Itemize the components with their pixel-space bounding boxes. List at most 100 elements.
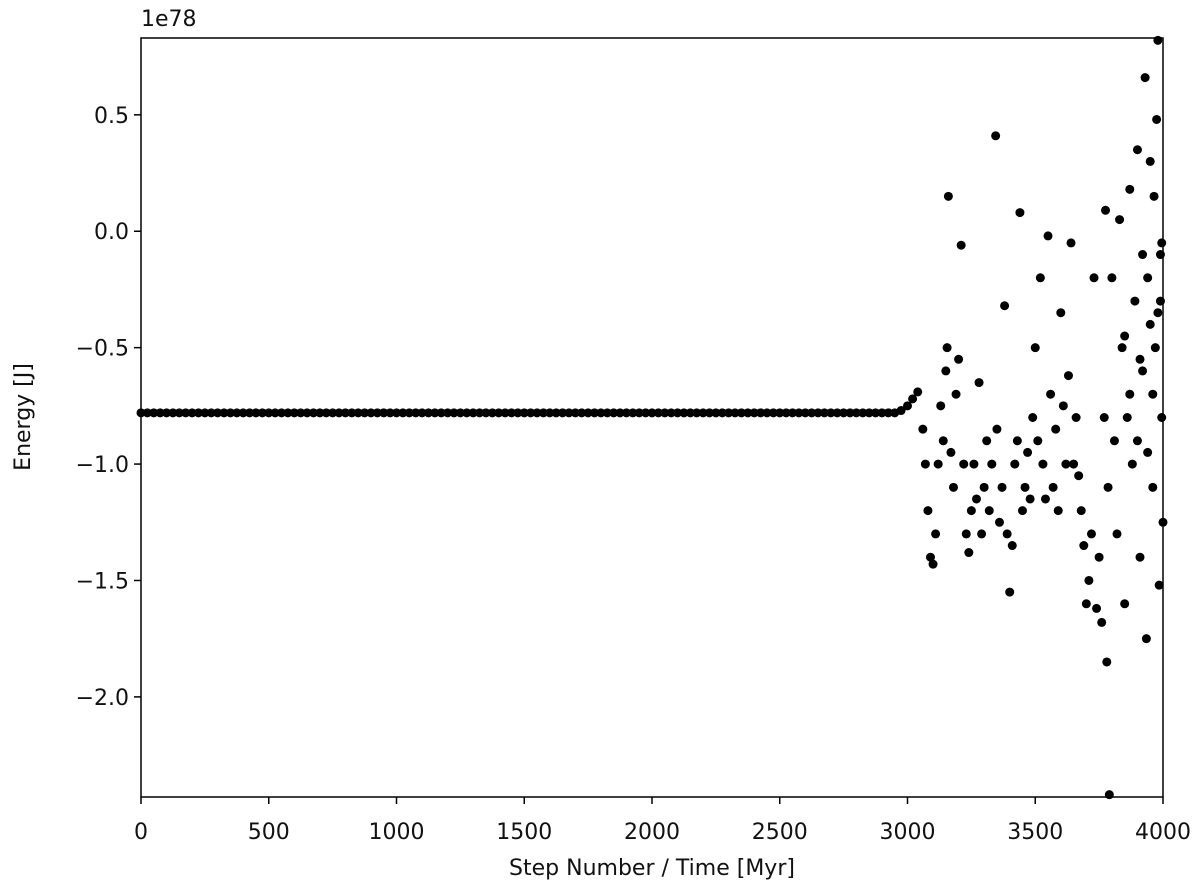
- point: [1157, 413, 1167, 422]
- point: [813, 408, 823, 418]
- point: [877, 408, 887, 418]
- point: [379, 408, 389, 418]
- point: [992, 424, 1002, 434]
- point: [270, 408, 280, 418]
- x-tick-label: 1500: [496, 820, 552, 845]
- point: [519, 408, 529, 418]
- point: [1135, 354, 1145, 364]
- point: [1097, 617, 1107, 627]
- point: [679, 408, 689, 418]
- point: [366, 408, 376, 418]
- point: [1086, 529, 1096, 539]
- point: [1122, 413, 1132, 422]
- point: [328, 408, 338, 418]
- point: [200, 408, 210, 418]
- point: [1061, 459, 1071, 469]
- x-tick-label: 2500: [752, 820, 808, 845]
- x-tick-label: 4000: [1135, 820, 1191, 845]
- point: [334, 408, 344, 418]
- point: [296, 408, 306, 418]
- point: [423, 408, 433, 418]
- point: [964, 548, 974, 558]
- point: [956, 240, 966, 250]
- point: [997, 482, 1007, 492]
- point: [193, 408, 203, 418]
- point: [743, 408, 753, 418]
- point: [602, 408, 612, 418]
- point: [918, 424, 928, 434]
- point: [1012, 436, 1022, 446]
- point: [1148, 482, 1158, 492]
- point: [692, 408, 702, 418]
- point: [1010, 459, 1020, 469]
- point: [315, 408, 325, 418]
- point: [913, 387, 923, 397]
- point: [1143, 273, 1153, 283]
- point: [711, 408, 721, 418]
- point: [781, 408, 791, 418]
- point: [966, 506, 976, 516]
- point: [149, 408, 159, 418]
- point: [283, 408, 293, 418]
- point: [347, 408, 357, 418]
- point: [570, 408, 580, 418]
- point: [213, 408, 223, 418]
- point: [1007, 541, 1017, 551]
- point: [959, 459, 969, 469]
- point: [1138, 250, 1148, 260]
- point: [564, 408, 574, 418]
- point: [1089, 273, 1099, 283]
- point: [851, 408, 861, 418]
- point: [455, 408, 465, 418]
- point: [475, 408, 485, 418]
- point: [685, 408, 695, 418]
- point: [1109, 436, 1119, 446]
- point: [756, 408, 766, 418]
- point: [979, 482, 989, 492]
- point: [506, 408, 516, 418]
- y-offset-label: 1e78: [141, 7, 197, 32]
- point: [1081, 599, 1091, 609]
- x-tick-label: 500: [248, 820, 290, 845]
- point: [987, 459, 997, 469]
- point: [1125, 184, 1135, 194]
- point: [984, 506, 994, 516]
- plot-frame: [140, 37, 1164, 798]
- point: [1005, 587, 1015, 597]
- point: [1048, 482, 1058, 492]
- point: [1038, 459, 1048, 469]
- point: [673, 408, 683, 418]
- x-tick-label: 0: [134, 820, 148, 845]
- point: [628, 408, 638, 418]
- point: [1104, 790, 1114, 800]
- point: [749, 408, 759, 418]
- point: [1103, 482, 1113, 492]
- x-axis-label: Step Number / Time [Myr]: [509, 856, 795, 881]
- point: [155, 408, 165, 418]
- point: [641, 408, 651, 418]
- point: [583, 408, 593, 418]
- point: [142, 408, 152, 418]
- point: [1148, 389, 1158, 399]
- point: [903, 401, 912, 411]
- point: [353, 408, 363, 418]
- point: [1152, 114, 1162, 124]
- y-tick-label: −1.5: [76, 569, 129, 594]
- point: [920, 459, 930, 469]
- point: [1079, 541, 1089, 551]
- point: [162, 408, 172, 418]
- point: [832, 408, 842, 418]
- point: [1084, 575, 1094, 585]
- point: [724, 408, 734, 418]
- point: [558, 408, 568, 418]
- point: [1017, 506, 1027, 516]
- point: [1025, 494, 1035, 504]
- point: [1153, 308, 1163, 318]
- point: [436, 408, 446, 418]
- point: [647, 408, 657, 418]
- point: [951, 389, 961, 399]
- point: [928, 559, 938, 569]
- point: [1101, 205, 1111, 215]
- point: [494, 408, 504, 418]
